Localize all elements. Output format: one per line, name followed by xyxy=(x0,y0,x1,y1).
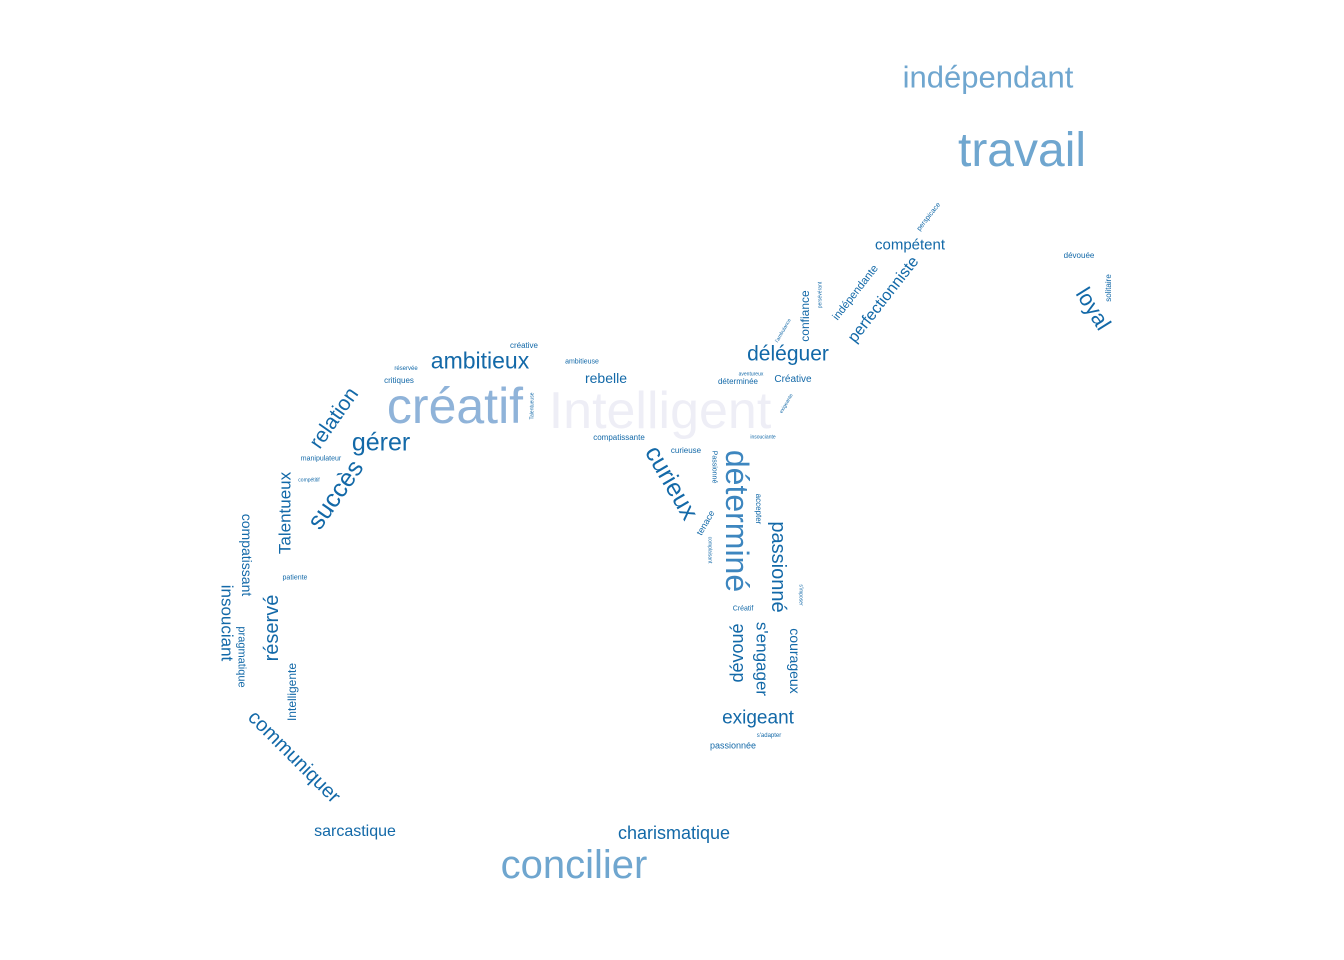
word-independant: indépendant xyxy=(902,59,1074,95)
word-devoue: dévoué xyxy=(727,623,747,683)
word-devouee: dévouée xyxy=(1063,251,1095,260)
word-succes: succès xyxy=(301,454,370,535)
word-competitif: compétitif xyxy=(298,477,320,484)
word-patiente: patiente xyxy=(282,574,308,582)
word-passionne: Passionné xyxy=(710,450,718,484)
word-talentueux: Talentueux xyxy=(275,471,295,555)
word-pragmatique: pragmatique xyxy=(235,626,248,688)
word-complaisant: complaisant xyxy=(706,536,713,564)
word-exigeante: exigeante xyxy=(778,392,795,415)
word-s-adapter: s'adapter xyxy=(756,733,782,739)
word-compatissante: compatissante xyxy=(593,433,645,442)
word-manipulateur: manipulateur xyxy=(300,455,342,463)
word-gerer: gérer xyxy=(351,428,411,457)
word-courageux: courageux xyxy=(787,628,803,694)
word-creatif: Créatif xyxy=(732,605,754,613)
word-charismatique: charismatique xyxy=(617,823,731,843)
word-insouciant: insouciant xyxy=(217,584,237,662)
word-rebelle: rebelle xyxy=(584,370,628,386)
word-communiquer: communiquer xyxy=(243,706,345,808)
word-intelligent: Intelligent xyxy=(548,382,772,440)
word-perseverant: persévérant xyxy=(817,281,824,309)
word-ambitieuse: ambitieuse xyxy=(565,358,599,366)
word-exigeant: exigeant xyxy=(722,707,794,729)
word-reservee: réservée xyxy=(394,366,418,372)
word-talentueuse: Talentueuse xyxy=(529,392,536,420)
word-reserve: réservé xyxy=(261,594,283,662)
word-ambitieux: ambitieux xyxy=(430,347,530,374)
word-l-ambulance: l'ambulance xyxy=(774,317,793,344)
word-passionnee: passionnée xyxy=(709,740,757,751)
word-intelligente: Intelligente xyxy=(285,662,299,722)
word-accepter: accepter xyxy=(754,493,763,525)
word-creative: Créative xyxy=(774,374,812,385)
word-determinee: déterminée xyxy=(717,377,759,386)
word-competent: compétent xyxy=(874,236,946,254)
word-confiance: confiance xyxy=(798,290,812,342)
word-s-imposer: s'imposer xyxy=(797,584,804,606)
word-concilier: concilier xyxy=(500,843,648,887)
word-curieuse: curieuse xyxy=(670,446,702,455)
word-aventureux: aventureux xyxy=(738,371,764,378)
word-compatissant: compatissant xyxy=(239,513,255,597)
word-passionne: passionné xyxy=(767,521,789,613)
word-critiques: critiques xyxy=(384,376,414,385)
word-perspicace: perspicace xyxy=(915,201,943,233)
word-deleguer: déléguer xyxy=(747,342,829,366)
word-creative: créative xyxy=(509,341,539,350)
word-s-engager: s'engager xyxy=(752,621,772,697)
word-creatif: créatif xyxy=(386,378,524,434)
word-solitaire: solitaire xyxy=(1104,274,1113,302)
word-insouciante: insouciante xyxy=(750,434,776,441)
word-sarcastique: sarcastique xyxy=(314,823,396,840)
word-travail: travail xyxy=(957,124,1087,177)
word-determine: déterminé xyxy=(719,449,755,593)
